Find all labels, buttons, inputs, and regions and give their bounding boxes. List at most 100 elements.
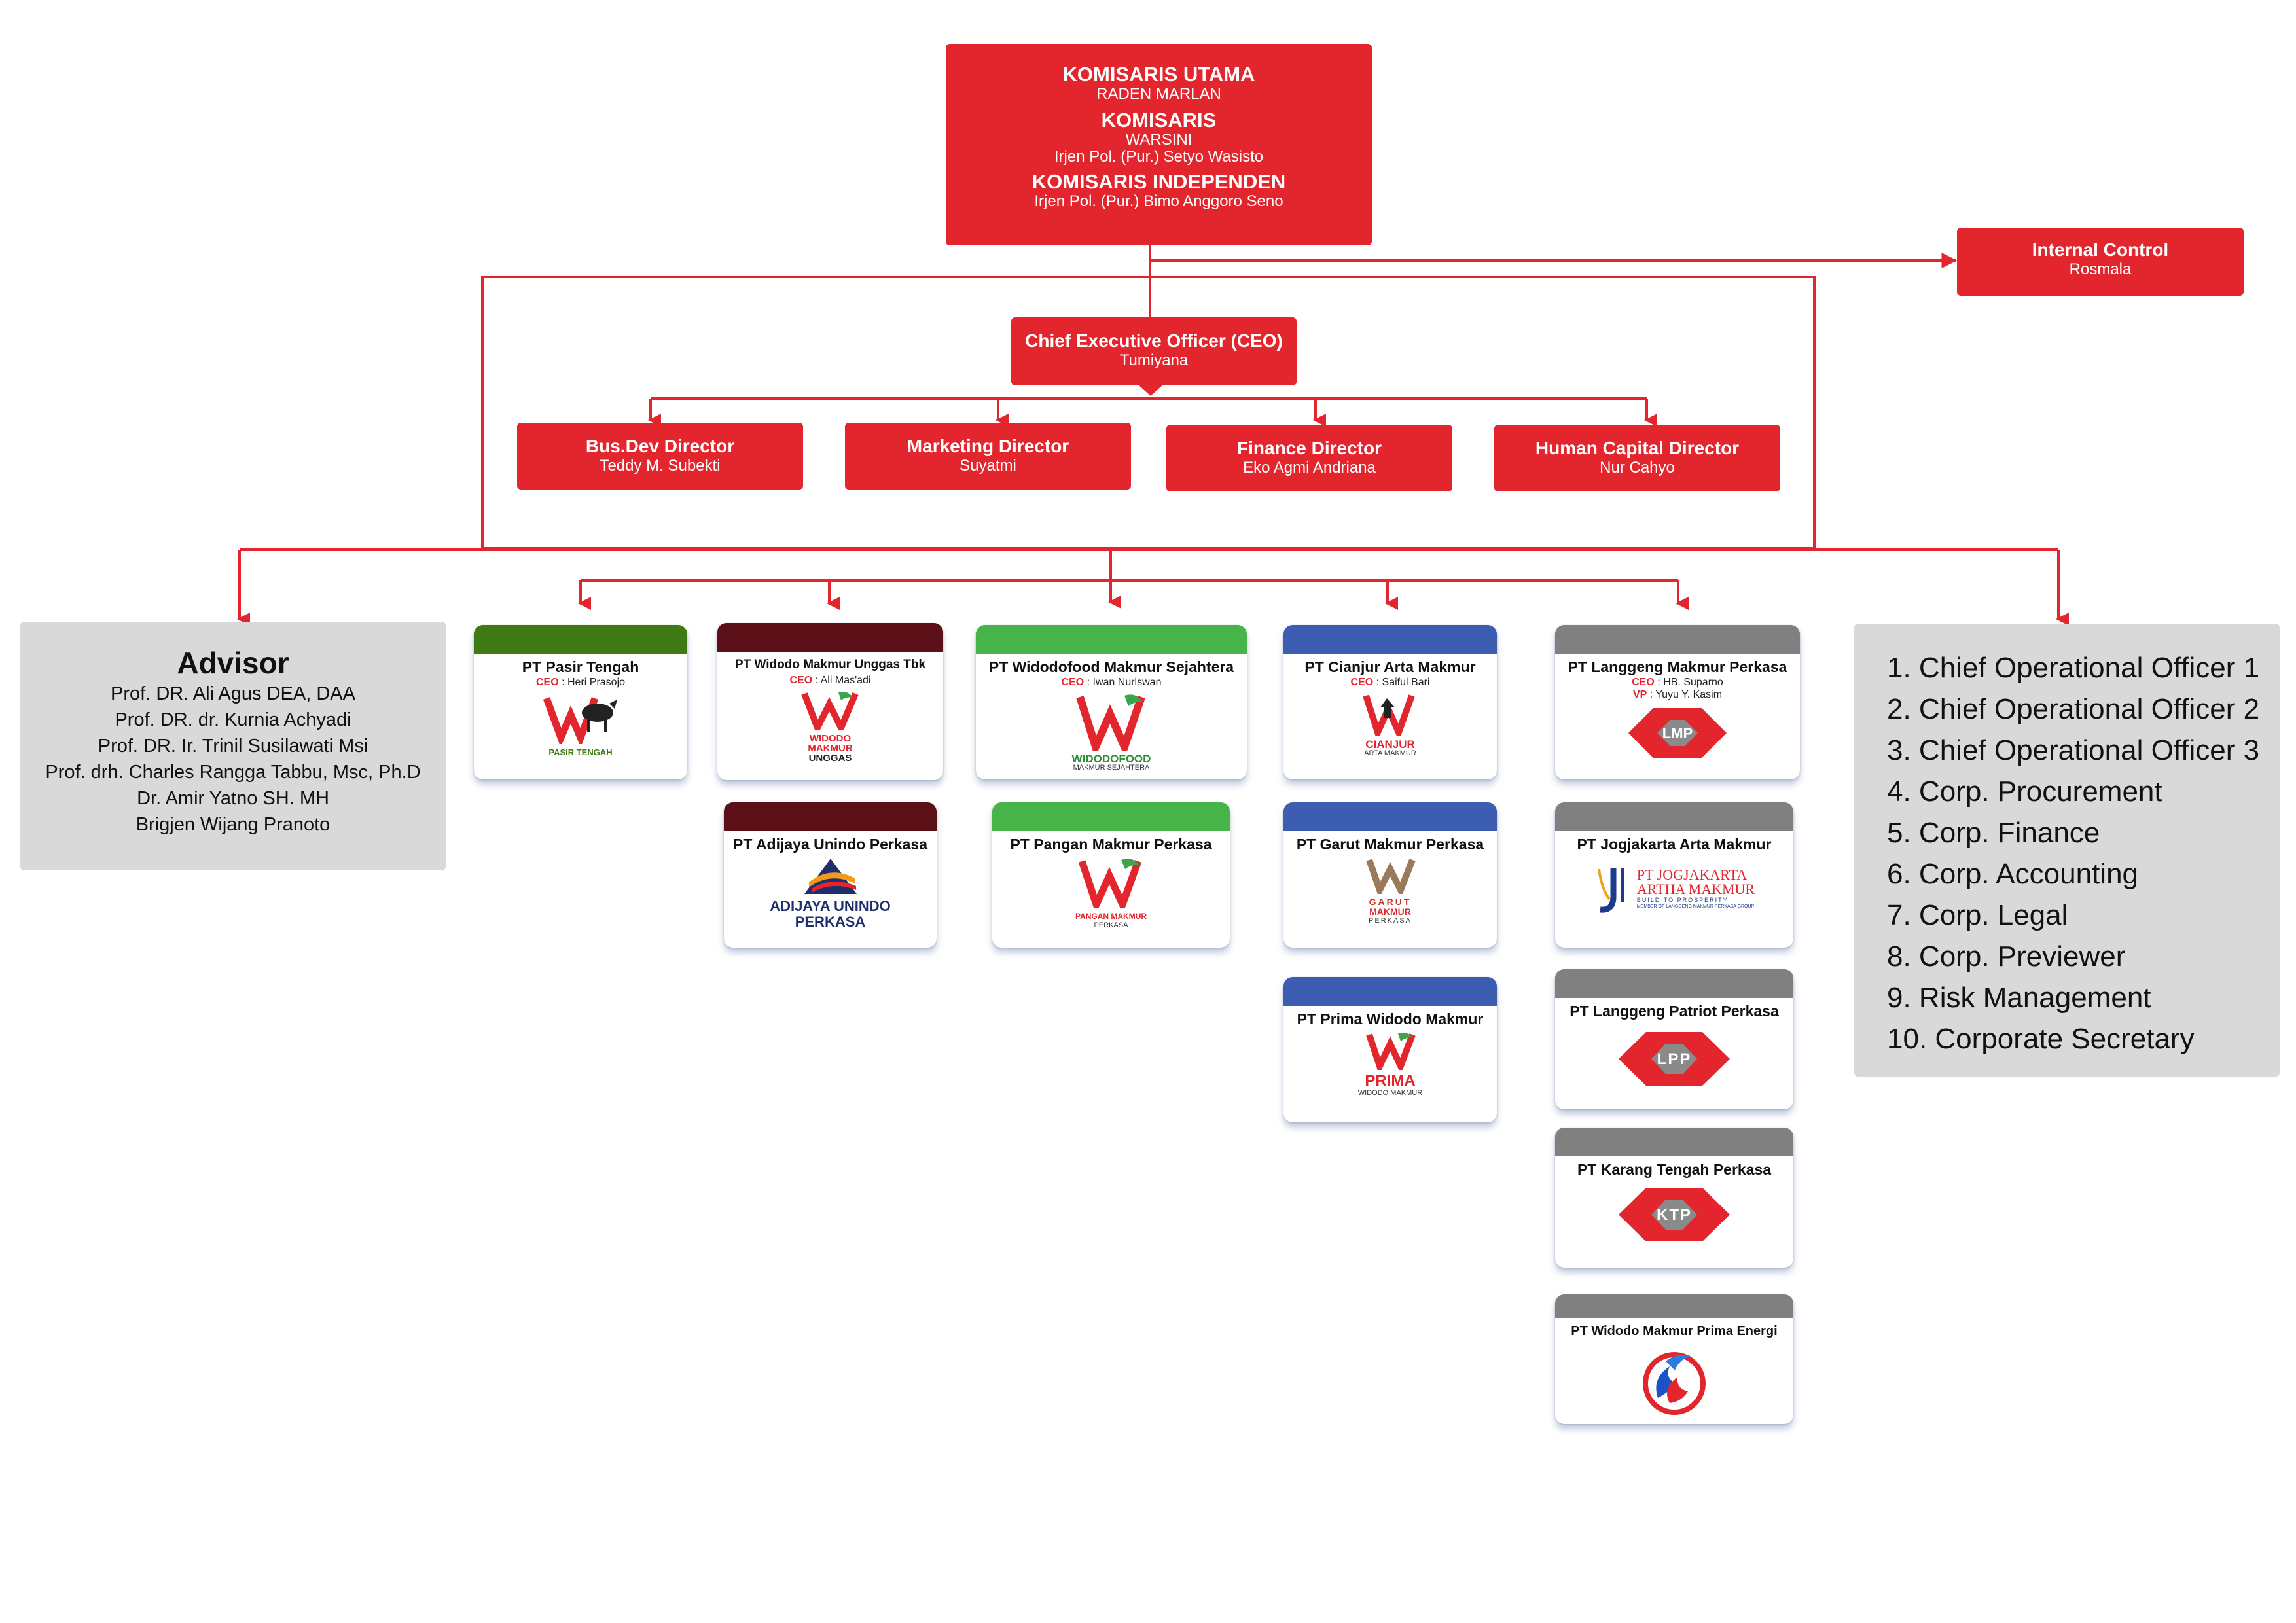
- logo-text-line: MAKMUR: [808, 743, 853, 754]
- internal-control-title: Internal Control: [2032, 240, 2169, 260]
- advisor-member: Brigjen Wijang Pranoto: [135, 814, 331, 835]
- ceo-name: : Iwan Nurlswan: [1086, 677, 1162, 688]
- unit-item: 8. Corp. Previewer: [1887, 940, 2126, 972]
- advisor-member: Dr. Amir Yatno SH. MH: [137, 788, 329, 809]
- busdev-director-box: Bus.Dev Director Teddy M. Subekti: [517, 423, 803, 490]
- vp-label: VP: [1632, 689, 1647, 700]
- card-header: [992, 802, 1230, 831]
- ceo-pointer: [1138, 384, 1164, 396]
- unit-item: 6. Corp. Accounting: [1887, 858, 2139, 890]
- ceo-name: : Ali Mas'adi: [815, 675, 871, 686]
- director-title: Human Capital Director: [1535, 438, 1740, 458]
- logo-text-line: PERKASA: [1094, 921, 1128, 929]
- card-header: [724, 802, 937, 831]
- logo-text: LPP: [1657, 1050, 1692, 1068]
- card-header: [1555, 802, 1793, 831]
- company-ceo: CEO : Ali Mas'adi: [717, 674, 943, 687]
- company-name: PT Garut Makmur Perkasa: [1296, 836, 1484, 853]
- lmp-logo-icon: [1628, 708, 1727, 758]
- ceo-name: : HB. Suparno: [1657, 677, 1723, 688]
- director-title: Marketing Director: [906, 436, 1069, 456]
- jogjakarta-logo-text: PT JOGJAKARTA ARTHA MAKMUR BUILD TO PROS…: [1637, 868, 1755, 910]
- energi-flame-logo-icon: [1643, 1352, 1706, 1415]
- company-card-cianjur[interactable]: PT Cianjur Arta Makmur CEO : Saiful Bari…: [1283, 625, 1497, 779]
- advisor-member: Prof. DR. Ali Agus DEA, DAA: [111, 683, 355, 704]
- card-header: [1555, 1294, 1793, 1318]
- unit-item: 1. Chief Operational Officer 1: [1887, 652, 2260, 684]
- lmp-logo: LMP: [1628, 705, 1727, 761]
- logo-text-line: ARTA MAKMUR: [1364, 749, 1416, 757]
- advisor-box: Advisor Prof. DR. Ali Agus DEA, DAA Prof…: [20, 622, 446, 870]
- ktp-logo: KTP: [1619, 1185, 1730, 1244]
- advisor-member: Prof. drh. Charles Rangga Tabbu, Msc, Ph…: [45, 762, 421, 783]
- unit-item: 4. Corp. Procurement: [1887, 776, 2162, 808]
- logo-text-line: MAKMUR: [1369, 906, 1411, 917]
- independent-name: Irjen Pol. (Pur.) Bimo Anggoro Seno: [1034, 192, 1283, 210]
- independent-title: KOMISARIS INDEPENDEN: [1031, 170, 1286, 193]
- lpp-logo: LPP: [1619, 1029, 1730, 1088]
- adijaya-logo-icon: [804, 859, 857, 894]
- commissioner-member: Irjen Pol. (Pur.) Setyo Wasisto: [1054, 148, 1264, 166]
- commissioners-title: KOMISARIS: [1101, 109, 1217, 132]
- human-capital-director-box: Human Capital Director Nur Cahyo: [1494, 425, 1780, 491]
- director-title: Bus.Dev Director: [585, 436, 735, 456]
- logo-text-line: WIDODOFOOD: [1071, 753, 1151, 765]
- logo-text-line: PRIMA: [1365, 1072, 1416, 1090]
- card-header: [474, 625, 687, 654]
- card-header: [976, 625, 1247, 654]
- company-card-widodofood[interactable]: PT Widodofood Makmur Sejahtera CEO : Iwa…: [976, 625, 1247, 779]
- company-card-karang-tengah[interactable]: PT Karang Tengah Perkasa KTP: [1555, 1128, 1793, 1268]
- company-name: PT Adijaya Unindo Perkasa: [733, 836, 927, 853]
- card-header: [717, 623, 943, 652]
- logo-text-line: GARUT: [1369, 897, 1412, 907]
- logo-text-line: MAKMUR SEJAHTERA: [1073, 764, 1150, 772]
- internal-control-box: Internal Control Rosmala: [1957, 228, 2244, 296]
- company-card-widodo-unggas[interactable]: PT Widodo Makmur Unggas Tbk CEO : Ali Ma…: [717, 623, 943, 780]
- lpp-logo-icon: [1619, 1032, 1730, 1086]
- card-header: [1555, 625, 1800, 654]
- board-of-commissioners: KOMISARIS UTAMA RADEN MARLAN KOMISARIS W…: [946, 44, 1372, 245]
- unit-item: 9. Risk Management: [1887, 982, 2151, 1014]
- company-card-adijaya[interactable]: PT Adijaya Unindo Perkasa ADIJAYA UNINDO…: [724, 802, 937, 948]
- ceo-name: : Saiful Bari: [1376, 677, 1430, 688]
- company-card-prima[interactable]: PT Prima Widodo Makmur PRIMA WIDODO MAKM…: [1283, 977, 1497, 1122]
- logo-text-line: PERKASA: [1369, 917, 1412, 925]
- company-card-langgeng-patriot[interactable]: PT Langgeng Patriot Perkasa LPP: [1555, 969, 1793, 1109]
- company-card-prima-energi[interactable]: PT Widodo Makmur Prima Energi: [1555, 1294, 1793, 1424]
- company-name: PT Pangan Makmur Perkasa: [1010, 836, 1212, 853]
- logo-text: PASIR TENGAH: [548, 747, 613, 757]
- advisor-member: Prof. DR. Ir. Trinil Susilawati Msi: [98, 736, 368, 757]
- company-ceo: CEO : Saiful Bari: [1283, 676, 1497, 689]
- logo-text-line: MEMBER OF LANGGENG MAKMUR PERKASA GROUP: [1636, 904, 1755, 909]
- company-card-pangan[interactable]: PT Pangan Makmur Perkasa PANGAN MAKMUR P…: [992, 802, 1230, 948]
- logo-text-line: WIDODO: [809, 733, 852, 744]
- director-name: Nur Cahyo: [1600, 459, 1675, 476]
- logo-text-line: ARTHA MAKMUR: [1636, 881, 1755, 897]
- ktp-logo-icon: [1619, 1188, 1730, 1241]
- company-name: PT Langgeng Patriot Perkasa: [1570, 1003, 1779, 1020]
- company-card-jogjakarta[interactable]: PT Jogjakarta Arta Makmur PT JOGJAKARTA …: [1555, 802, 1793, 948]
- logo-text-line: PT JOGJAKARTA: [1636, 866, 1748, 883]
- logo-text-line: UNGGAS: [808, 753, 852, 764]
- unit-item: 2. Chief Operational Officer 2: [1887, 693, 2260, 725]
- finance-director-box: Finance Director Eko Agmi Andriana: [1166, 425, 1452, 491]
- logo-text-line: PERKASA: [795, 914, 866, 930]
- company-ceo: CEO : Iwan Nurlswan: [976, 676, 1247, 689]
- ceo-name: Tumiyana: [1119, 351, 1189, 369]
- company-card-garut[interactable]: PT Garut Makmur Perkasa GARUT MAKMUR PER…: [1283, 802, 1497, 948]
- unit-item: 7. Corp. Legal: [1887, 899, 2068, 931]
- card-header: [1283, 977, 1497, 1006]
- company-card-pasir-tengah[interactable]: PT Pasir Tengah CEO : Heri Prasojo PASIR…: [474, 625, 687, 779]
- unit-item: 5. Corp. Finance: [1887, 817, 2100, 849]
- unit-item: 10. Corporate Secretary: [1887, 1023, 2195, 1055]
- logo-text: KTP: [1657, 1206, 1692, 1224]
- advisor-member: Prof. DR. dr. Kurnia Achyadi: [115, 709, 351, 730]
- pasir-tengah-logo-icon: [543, 697, 617, 747]
- company-name: PT Widodofood Makmur Sejahtera: [988, 658, 1234, 675]
- vp-name: : Yuyu Y. Kasim: [1649, 689, 1723, 700]
- company-card-langgeng[interactable]: PT Langgeng Makmur Perkasa CEO : HB. Sup…: [1555, 625, 1800, 779]
- company-name: PT Pasir Tengah: [522, 658, 639, 675]
- pangan-logo-icon: [1078, 859, 1141, 915]
- card-header: [1283, 625, 1497, 654]
- company-name: PT Karang Tengah Perkasa: [1577, 1161, 1772, 1178]
